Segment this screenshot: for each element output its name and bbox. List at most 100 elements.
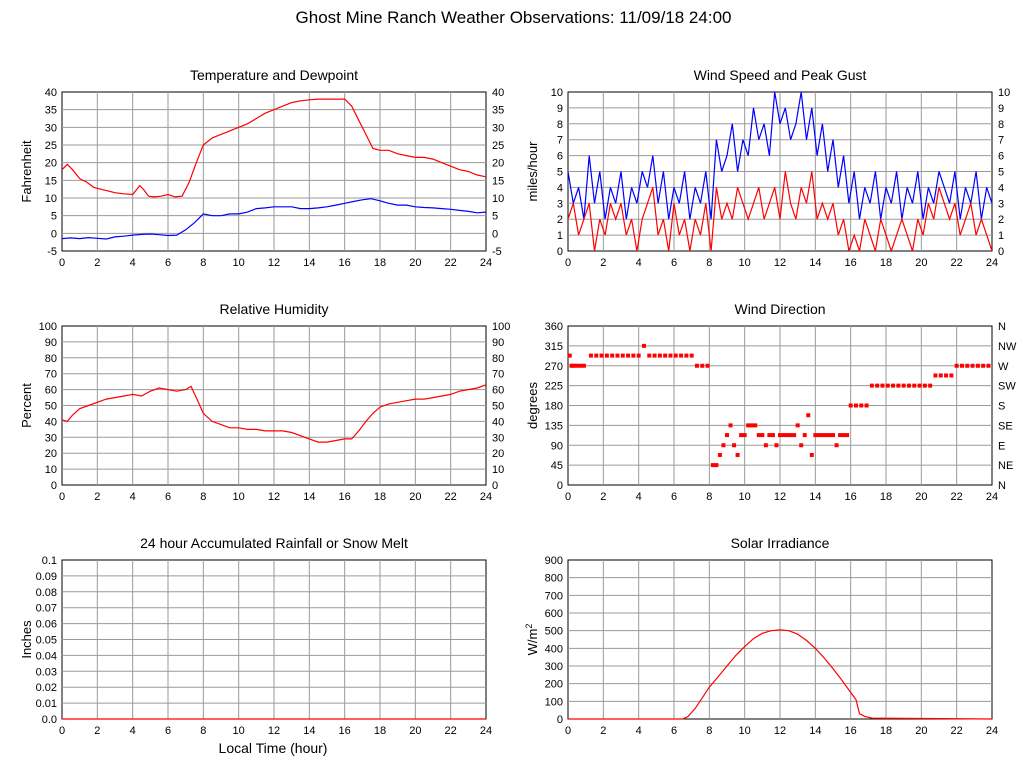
solar-irradiance-chart: 0 2 4 6 8 10 12 14 16 18 20 22 240100200300400500600… bbox=[524, 535, 998, 737]
y-tick-label: 360 bbox=[545, 321, 563, 333]
data-point bbox=[620, 353, 625, 358]
data-point bbox=[735, 452, 740, 457]
x-tick-label: 14 bbox=[303, 491, 315, 503]
right-tick-label: 20 bbox=[492, 158, 504, 170]
data-point bbox=[806, 413, 811, 418]
data-point bbox=[885, 383, 890, 388]
right-tick-label: 35 bbox=[492, 105, 504, 117]
right-tick-label: 6 bbox=[998, 151, 1004, 163]
y-tick-label: 40 bbox=[45, 416, 57, 428]
data-point bbox=[574, 363, 579, 368]
y-tick-label: 25 bbox=[45, 140, 57, 152]
x-tick-label: 0 bbox=[565, 725, 571, 737]
data-point bbox=[636, 353, 641, 358]
y-tick-label: 7 bbox=[557, 135, 563, 147]
x-tick-label: 18 bbox=[374, 725, 386, 737]
right-tick-label: 5 bbox=[492, 211, 498, 223]
y-tick-label: 0.1 bbox=[42, 555, 57, 567]
x-tick-label: 4 bbox=[130, 491, 136, 503]
series-line-1 bbox=[62, 198, 486, 240]
data-point bbox=[714, 463, 719, 468]
y-tick-label: 135 bbox=[545, 420, 563, 432]
data-point bbox=[792, 433, 797, 438]
x-tick-label: 4 bbox=[130, 257, 136, 269]
right-tick-label: 30 bbox=[492, 122, 504, 134]
data-point bbox=[922, 383, 927, 388]
right-tick-label: 15 bbox=[492, 175, 504, 187]
chart-title: 24 hour Accumulated Rainfall or Snow Mel… bbox=[140, 535, 408, 551]
x-tick-label: 0 bbox=[59, 725, 65, 737]
right-tick-label: NW bbox=[998, 341, 1017, 353]
data-point bbox=[717, 452, 722, 457]
data-point bbox=[880, 383, 885, 388]
right-tick-label: 40 bbox=[492, 87, 504, 99]
y-tick-label: 35 bbox=[45, 105, 57, 117]
data-point bbox=[767, 433, 772, 438]
y-tick-label: 0.05 bbox=[36, 635, 57, 647]
data-point bbox=[912, 383, 917, 388]
data-point bbox=[581, 363, 586, 368]
data-point bbox=[841, 433, 846, 438]
x-tick-label: 2 bbox=[600, 491, 606, 503]
series-line-0 bbox=[62, 98, 486, 198]
right-tick-label: 60 bbox=[492, 385, 504, 397]
y-tick-label: 0.03 bbox=[36, 666, 57, 678]
data-point bbox=[795, 423, 800, 428]
chart-title: Solar Irradiance bbox=[731, 535, 830, 551]
y-tick-label: 315 bbox=[545, 341, 563, 353]
data-point bbox=[845, 433, 850, 438]
y-tick-label: 0.09 bbox=[36, 571, 57, 583]
data-point bbox=[838, 433, 843, 438]
x-tick-label: 0 bbox=[565, 491, 571, 503]
y-tick-label: 60 bbox=[45, 385, 57, 397]
right-tick-label: 3 bbox=[998, 198, 1004, 210]
data-point bbox=[710, 463, 715, 468]
data-point bbox=[673, 353, 678, 358]
right-tick-label: 40 bbox=[492, 416, 504, 428]
data-point bbox=[763, 443, 768, 448]
y-tick-label: 5 bbox=[51, 211, 57, 223]
data-point bbox=[944, 373, 949, 378]
data-point bbox=[896, 383, 901, 388]
x-tick-label: 24 bbox=[986, 491, 998, 503]
x-tick-label: 16 bbox=[845, 491, 857, 503]
x-tick-label: 4 bbox=[130, 725, 136, 737]
data-point bbox=[647, 353, 652, 358]
y-tick-label: 0.06 bbox=[36, 619, 57, 631]
right-tick-label: 90 bbox=[492, 337, 504, 349]
x-tick-label: 14 bbox=[303, 725, 315, 737]
temperature-dewpoint-chart: 0 2 4 6 8 10 12 14 16 18 20 22 24-50510152025303540-… bbox=[19, 67, 504, 269]
x-tick-label: 20 bbox=[915, 725, 927, 737]
data-point bbox=[820, 433, 825, 438]
data-point bbox=[739, 433, 744, 438]
x-tick-label: 14 bbox=[809, 257, 821, 269]
data-point bbox=[728, 423, 733, 428]
data-point bbox=[869, 383, 874, 388]
y-tick-label: 900 bbox=[545, 555, 563, 567]
x-tick-label: 10 bbox=[233, 725, 245, 737]
y-tick-label: 5 bbox=[557, 167, 563, 179]
data-point bbox=[816, 433, 821, 438]
x-tick-label: 8 bbox=[706, 725, 712, 737]
x-tick-label: 16 bbox=[845, 257, 857, 269]
right-tick-label: 30 bbox=[492, 432, 504, 444]
data-point bbox=[749, 423, 754, 428]
right-tick-label: 1 bbox=[998, 230, 1004, 242]
y-tick-label: 10 bbox=[45, 464, 57, 476]
relative-humidity-chart: 0 2 4 6 8 10 12 14 16 18 20 22 240102030405060708090… bbox=[19, 301, 510, 503]
x-tick-label: 10 bbox=[233, 257, 245, 269]
data-point bbox=[700, 363, 705, 368]
right-tick-label: W bbox=[998, 361, 1009, 373]
x-tick-label: 2 bbox=[600, 725, 606, 737]
data-point bbox=[928, 383, 933, 388]
data-point bbox=[746, 423, 751, 428]
data-point bbox=[823, 433, 828, 438]
data-point bbox=[657, 353, 662, 358]
data-point bbox=[626, 353, 631, 358]
x-tick-label: 6 bbox=[671, 491, 677, 503]
chart-title: Temperature and Dewpoint bbox=[190, 67, 358, 83]
data-point bbox=[770, 433, 775, 438]
x-tick-label: 22 bbox=[951, 257, 963, 269]
x-tick-label: 12 bbox=[268, 725, 280, 737]
right-tick-label: 0 bbox=[998, 246, 1004, 258]
